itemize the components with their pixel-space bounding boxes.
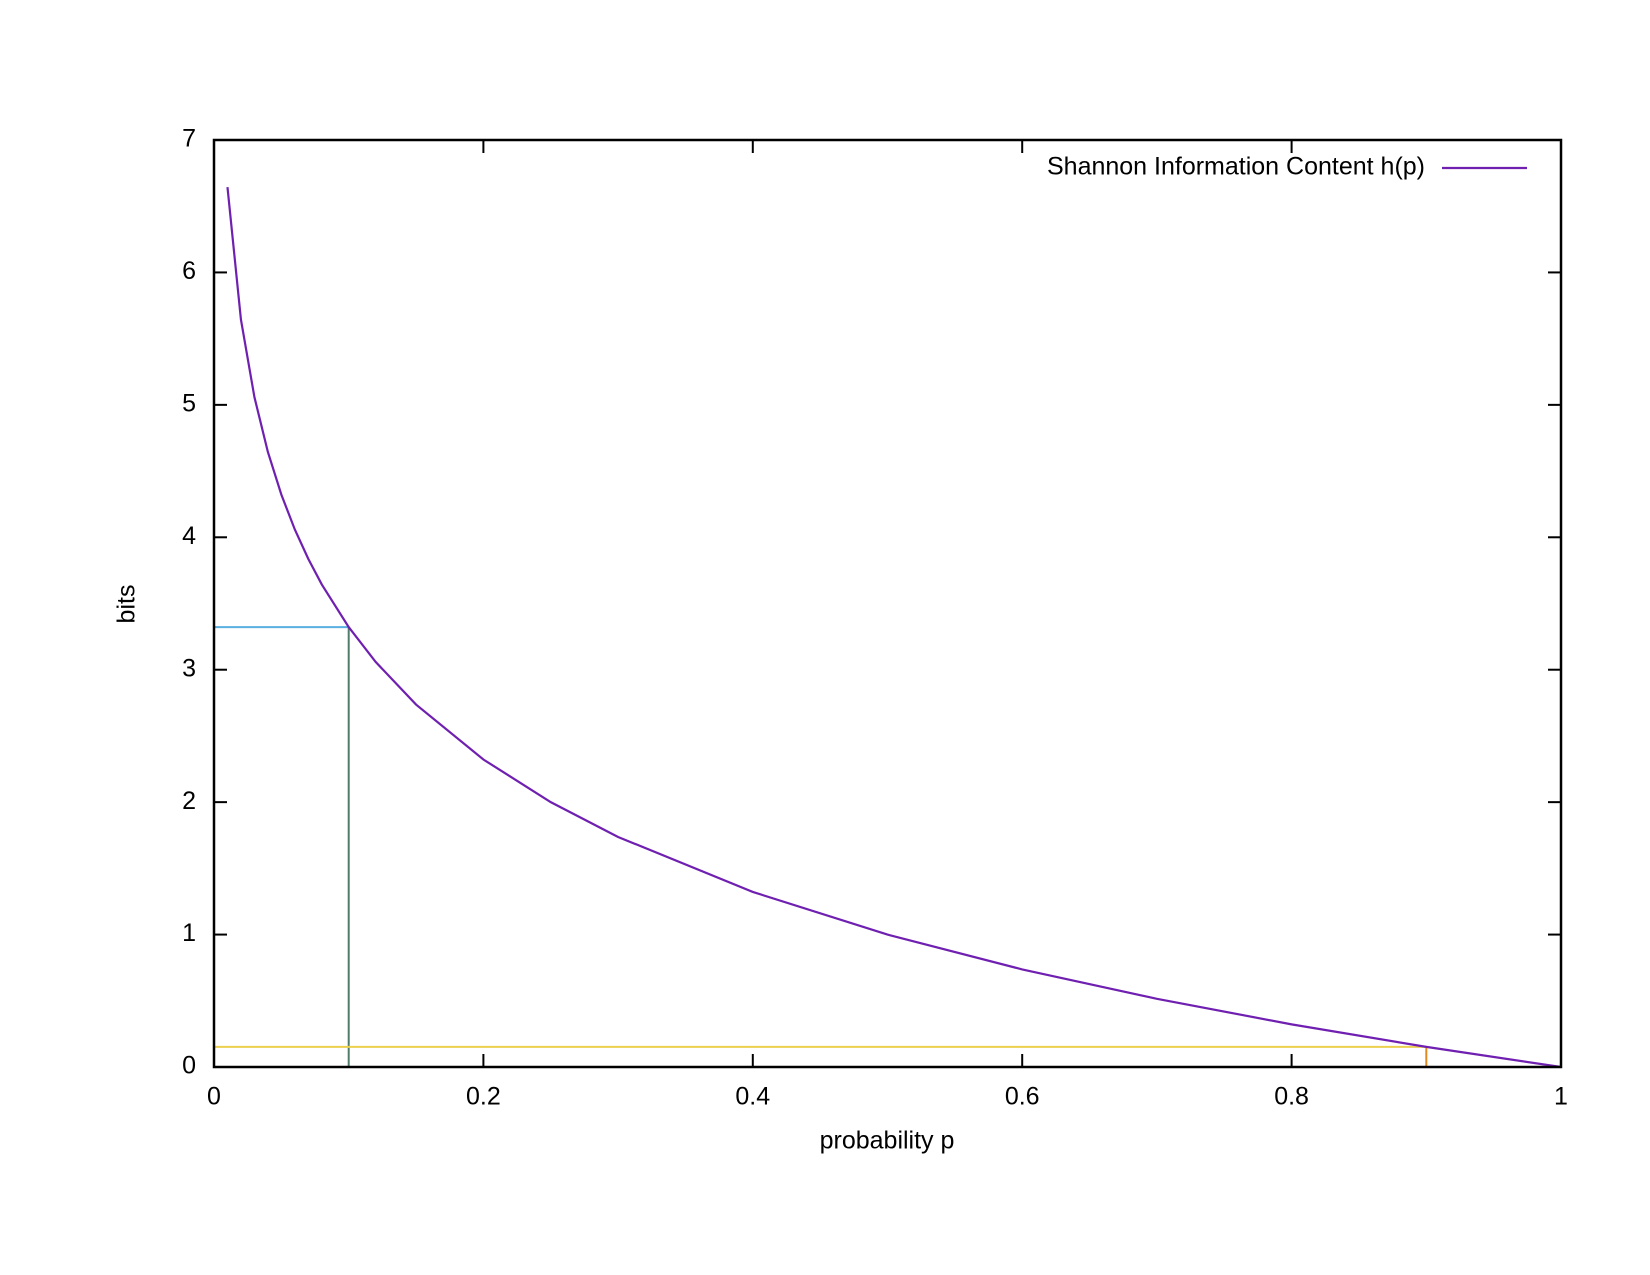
y-axis-label: bits <box>113 585 141 624</box>
y-tick-label: 0 <box>182 1052 196 1080</box>
x-tick-label: 0.2 <box>466 1083 501 1111</box>
data-line <box>226 187 1562 1069</box>
x-tick-label: 0.4 <box>735 1083 770 1111</box>
x-tick-label: 0 <box>207 1083 221 1111</box>
y-tick-label: 1 <box>182 919 196 947</box>
y-tick-label: 4 <box>182 522 196 550</box>
y-tick-label: 5 <box>182 389 196 417</box>
x-tick-label: 0.8 <box>1274 1083 1309 1111</box>
x-axis-label: probability p <box>820 1127 955 1155</box>
legend-label: Shannon Information Content h(p) <box>1047 153 1425 181</box>
x-tick-label: 0.6 <box>1005 1083 1040 1111</box>
y-tick-label: 7 <box>182 125 196 153</box>
y-tick-label: 3 <box>182 654 196 682</box>
plot-frame <box>212 138 1563 1069</box>
y-tick-label: 2 <box>182 787 196 815</box>
x-tick-label: 1 <box>1554 1083 1568 1111</box>
y-tick-label: 6 <box>182 257 196 285</box>
